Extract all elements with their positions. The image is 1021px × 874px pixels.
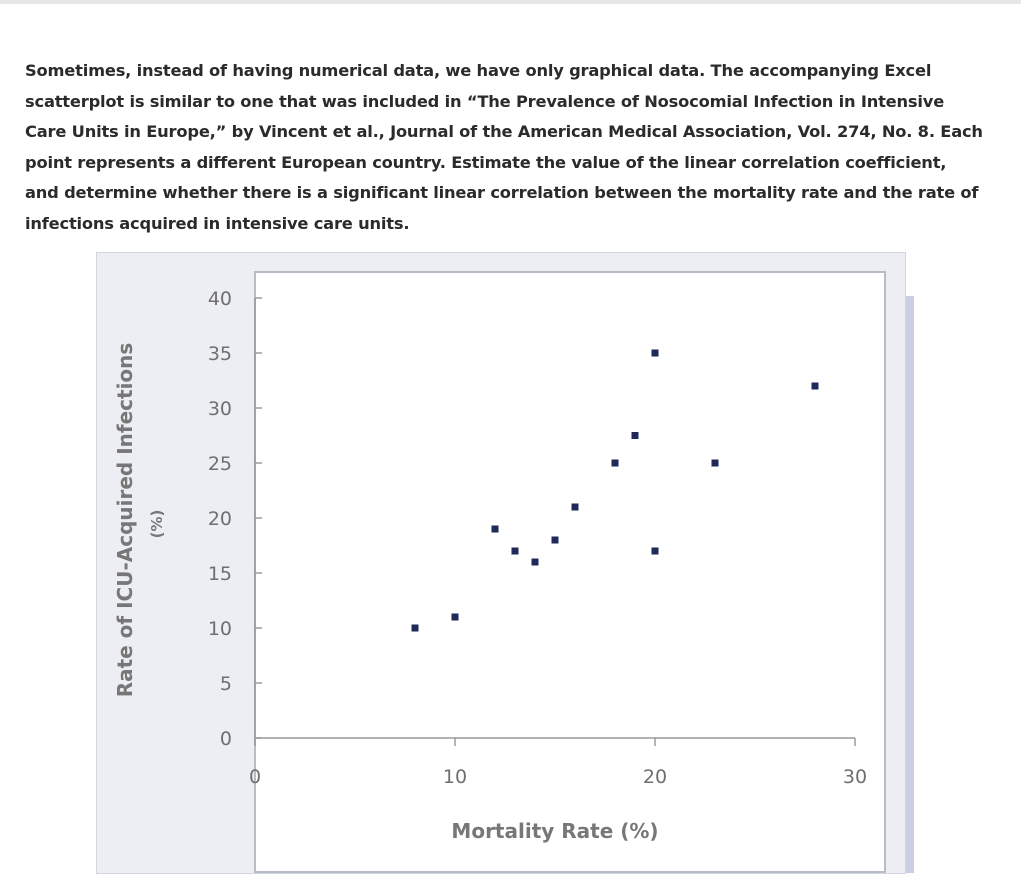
- plot-area: [254, 271, 886, 873]
- y-tick-label: 40: [208, 288, 232, 310]
- data-point-10: [651, 349, 659, 357]
- data-point-4: [511, 547, 519, 555]
- x-tick-label: 20: [643, 766, 667, 788]
- top-divider: [0, 0, 1021, 4]
- y-tick-label: 35: [208, 343, 232, 365]
- x-tick-label: 30: [843, 766, 867, 788]
- y-tick-label: 5: [220, 673, 232, 695]
- x-tick-label: 10: [443, 766, 467, 788]
- y-tick-label: 20: [208, 508, 232, 530]
- y-tick-label: 15: [208, 563, 232, 585]
- data-point-9: [631, 432, 639, 439]
- x-tick-group: 0 10 20 30: [249, 738, 867, 788]
- data-point-8: [611, 459, 619, 467]
- y-tick-group: 0 5 10 15 20 25 30 35 40: [208, 288, 262, 750]
- question-text: Sometimes, instead of having numerical d…: [25, 61, 983, 233]
- point-group: [411, 349, 819, 632]
- y-tick-label: 10: [208, 618, 232, 640]
- data-point-13: [811, 382, 819, 390]
- x-axis-title: Mortality Rate (%): [451, 819, 658, 843]
- data-point-1: [411, 624, 419, 632]
- y-tick-label: 0: [220, 728, 232, 750]
- y-axis-unit: (%): [148, 510, 166, 539]
- data-point-12: [711, 459, 719, 467]
- y-axis-title: Rate of ICU-Acquired Infections: [113, 343, 137, 698]
- y-tick-label: 30: [208, 398, 232, 420]
- data-point-2: [451, 613, 459, 621]
- x-tick-label: 0: [249, 766, 261, 788]
- data-point-11: [651, 547, 659, 555]
- data-point-7: [571, 503, 579, 511]
- data-point-3: [491, 525, 499, 533]
- y-tick-label: 25: [208, 453, 232, 475]
- data-point-6: [551, 536, 559, 544]
- data-point-5: [531, 558, 539, 566]
